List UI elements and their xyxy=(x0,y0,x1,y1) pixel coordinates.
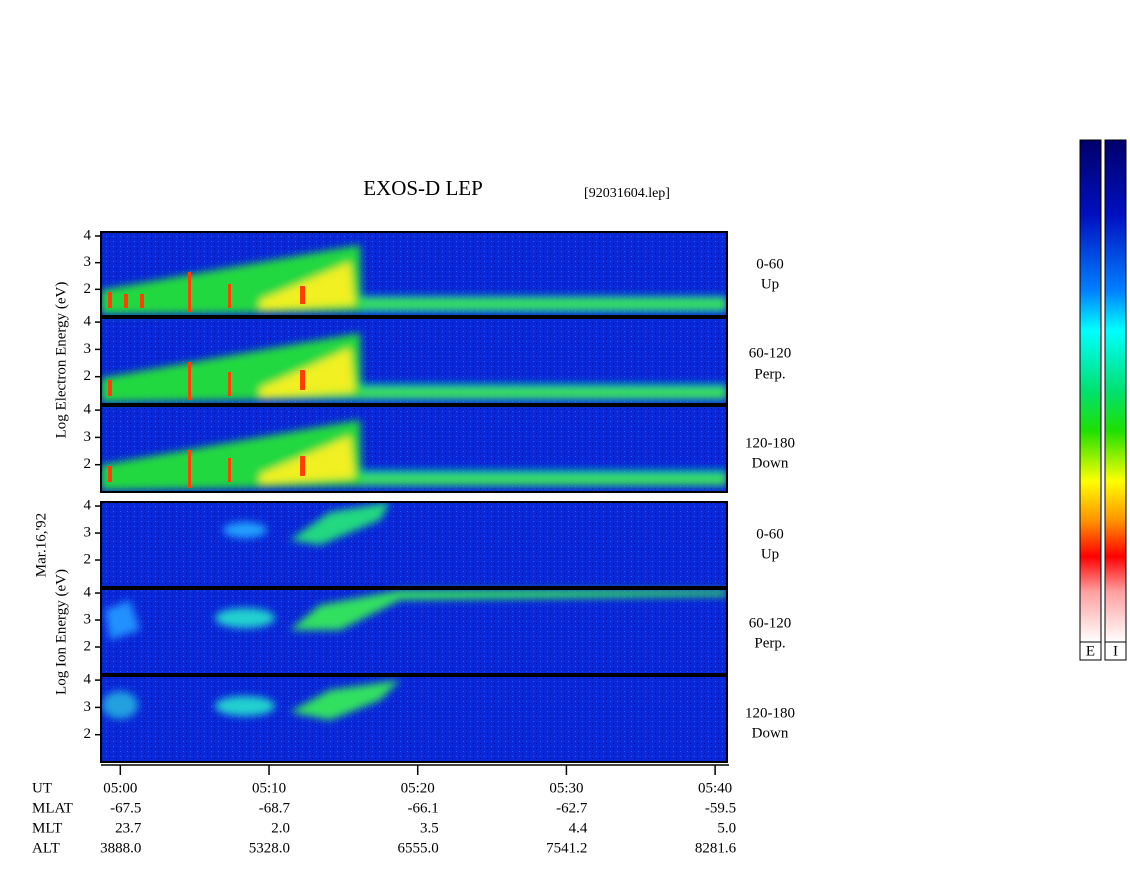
panel-angle: 0-60 xyxy=(756,256,784,272)
colorbar-label-box xyxy=(1104,641,1127,661)
orbit-row-label: MLT xyxy=(32,820,62,836)
y-tick-label: 2 xyxy=(84,456,92,472)
orbit-row-label: ALT xyxy=(32,840,60,856)
colorbar xyxy=(1104,139,1127,643)
panel-angle: 120-180 xyxy=(745,435,795,451)
orbit-value: 4.4 xyxy=(569,820,588,836)
orbit-value: 3888.0 xyxy=(100,840,141,856)
panel-direction: Down xyxy=(752,725,789,741)
chart-title: EXOS-D LEP xyxy=(363,176,483,200)
file-label: [92031604.lep] xyxy=(584,186,670,201)
orbit-value: 3.5 xyxy=(420,820,439,836)
y-tick-label: 2 xyxy=(84,551,92,567)
date-label: Mar.16,'92 xyxy=(33,513,49,577)
electron-spectrogram xyxy=(101,232,727,492)
x-tick-label: 05:20 xyxy=(401,780,435,796)
y-tick-label: 2 xyxy=(84,726,92,742)
colorbar-label: E xyxy=(1086,643,1095,659)
y-tick-label: 3 xyxy=(84,429,92,445)
orbit-value: -62.7 xyxy=(556,800,588,816)
orbit-value: 8281.6 xyxy=(695,840,737,856)
panel-angle: 0-60 xyxy=(756,526,784,542)
orbit-value: -59.5 xyxy=(705,800,736,816)
panel-direction: Down xyxy=(752,455,789,471)
x-tick-label: 05:00 xyxy=(103,780,137,796)
colorbar-label-box xyxy=(1079,641,1102,661)
x-tick-label: 05:30 xyxy=(549,780,583,796)
y-tick-label: 3 xyxy=(84,524,92,540)
orbit-value: 7541.2 xyxy=(546,840,587,856)
y-tick-label: 4 xyxy=(84,314,92,330)
orbit-row-label: UT xyxy=(32,780,52,796)
orbit-value: -68.7 xyxy=(259,800,291,816)
orbit-value: 23.7 xyxy=(115,820,142,836)
panel-frames xyxy=(100,231,728,763)
y-tick-label: 4 xyxy=(84,584,92,600)
panel-angle: 120-180 xyxy=(745,705,795,721)
panel-direction: Perp. xyxy=(754,366,785,382)
y-tick-label: 3 xyxy=(84,611,92,627)
orbit-value: -67.5 xyxy=(110,800,141,816)
y-tick-label: 4 xyxy=(84,227,92,243)
y-tick-label: 3 xyxy=(84,254,92,270)
orbit-value: 5328.0 xyxy=(249,840,290,856)
y-axis-label: Log Ion Energy (eV) xyxy=(53,569,69,695)
panel-direction: Up xyxy=(761,276,779,292)
ion-spectrogram xyxy=(101,502,727,762)
x-tick-label: 05:40 xyxy=(698,780,732,796)
orbit-row-label: MLAT xyxy=(32,800,73,816)
y-tick-label: 4 xyxy=(84,497,92,513)
y-tick-label: 3 xyxy=(84,699,92,715)
orbit-value: 2.0 xyxy=(271,820,290,836)
y-tick-label: 4 xyxy=(84,402,92,418)
colorbar xyxy=(1079,139,1102,643)
y-tick-label: 4 xyxy=(84,672,92,688)
orbit-value: -66.1 xyxy=(407,800,438,816)
y-tick-label: 2 xyxy=(84,368,92,384)
orbit-value: 5.0 xyxy=(717,820,736,836)
y-tick-label: 2 xyxy=(84,638,92,654)
y-tick-label: 2 xyxy=(84,281,92,297)
panel-angle: 60-120 xyxy=(749,615,792,631)
x-tick-label: 05:10 xyxy=(252,780,286,796)
colorbar-label: I xyxy=(1113,643,1118,659)
y-tick-label: 3 xyxy=(84,341,92,357)
panel-direction: Up xyxy=(761,546,779,562)
panel-direction: Perp. xyxy=(754,635,785,651)
y-axis-label: Log Electron Energy (eV) xyxy=(53,282,69,439)
orbit-value: 6555.0 xyxy=(397,840,438,856)
panel-angle: 60-120 xyxy=(749,345,792,361)
